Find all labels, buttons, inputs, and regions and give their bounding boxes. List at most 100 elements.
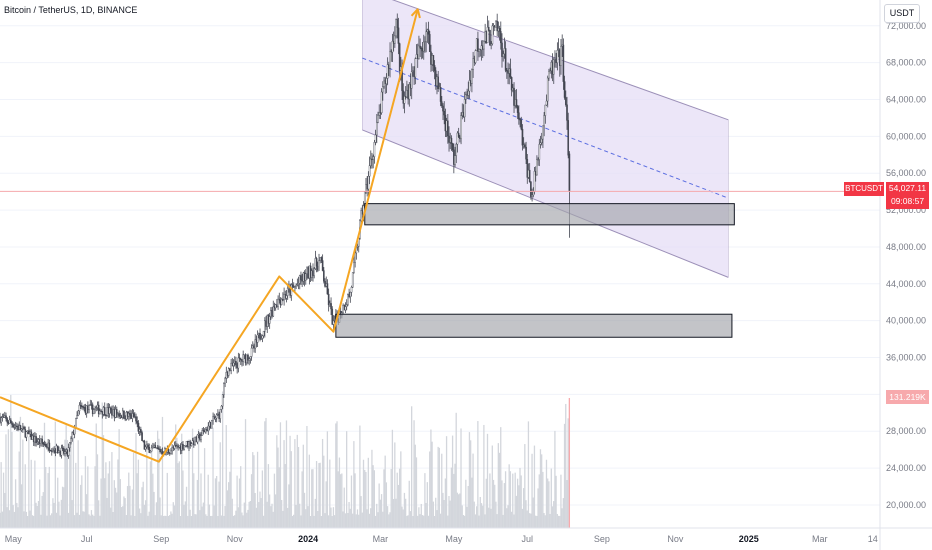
- candle-body: [369, 158, 372, 166]
- currency-button[interactable]: USDT: [884, 4, 920, 23]
- volume-bar: [46, 515, 48, 528]
- volume-bar: [211, 515, 213, 528]
- volume-bar: [256, 451, 259, 528]
- volume-bar: [208, 504, 211, 528]
- volume-bar: [374, 515, 377, 528]
- volume-bar: [179, 515, 182, 528]
- candle-body: [408, 84, 411, 100]
- candle-body: [261, 335, 264, 339]
- volume-bar: [317, 511, 319, 528]
- volume-bar: [443, 499, 445, 528]
- volume-bar: [5, 434, 7, 528]
- volume-bar: [16, 502, 18, 528]
- volume-bar: [321, 438, 324, 528]
- candle-body: [42, 442, 45, 445]
- volume-bar: [480, 503, 483, 528]
- volume-bar: [147, 515, 149, 528]
- volume-bar: [42, 492, 44, 528]
- candle-body: [410, 71, 413, 89]
- volume-bar: [218, 481, 220, 528]
- candle-body: [0, 417, 3, 423]
- candle-body: [219, 409, 222, 419]
- x-tick-label: Nov: [227, 534, 244, 544]
- volume-bar: [417, 515, 419, 528]
- volume-bar: [287, 507, 289, 528]
- volume-bar: [284, 464, 286, 528]
- candle-body: [214, 417, 217, 420]
- x-tick-label: Mar: [812, 534, 828, 544]
- candle-body: [530, 181, 532, 197]
- candle-body: [67, 447, 70, 456]
- volume-bar: [306, 426, 308, 528]
- volume-bar: [107, 473, 109, 528]
- volume-bar: [335, 423, 337, 528]
- y-tick-label: 20,000.00: [886, 500, 926, 510]
- volume-bar: [291, 515, 294, 528]
- volume-bar: [360, 496, 362, 528]
- volume-bar: [51, 513, 53, 528]
- candle-body: [75, 417, 77, 429]
- candle-body: [560, 46, 562, 66]
- volume-bar: [366, 509, 368, 528]
- volume-bar: [143, 504, 146, 528]
- candle-body: [424, 41, 426, 43]
- volume-bar: [158, 438, 160, 528]
- candle-body: [447, 120, 449, 137]
- candle-body: [418, 45, 420, 59]
- volume-bar: [414, 444, 416, 528]
- volume-bar: [55, 512, 58, 528]
- candle-body: [450, 137, 453, 144]
- candle-body: [23, 426, 25, 430]
- candle-body: [88, 405, 90, 410]
- candle-body: [320, 257, 323, 261]
- candle-body: [373, 142, 376, 157]
- volume-bar: [397, 484, 400, 528]
- volume-bar: [307, 506, 309, 528]
- y-axis[interactable]: 20,000.0024,000.0028,000.0032,000.0036,0…: [879, 0, 926, 550]
- volume-bar: [101, 402, 103, 528]
- volume-bar: [130, 515, 132, 528]
- volume-bar: [353, 441, 355, 528]
- candle-body: [280, 299, 283, 305]
- candle-body: [171, 447, 173, 452]
- candle-body: [144, 446, 147, 450]
- volume-bar: [519, 467, 521, 528]
- volume-bar: [502, 514, 504, 528]
- volume-bar: [364, 469, 366, 528]
- volume-bar: [253, 455, 255, 528]
- volume-bar: [214, 478, 217, 528]
- x-axis[interactable]: May Jul Sep Nov 2024 Mar May Jul Sep Nov 2025 Mar 14: [0, 527, 932, 544]
- volume-bar: [161, 416, 164, 528]
- candle-body: [167, 449, 170, 453]
- candle-body: [159, 449, 161, 452]
- volume-bar: [116, 492, 118, 528]
- volume-bar: [545, 459, 548, 528]
- candle-body: [154, 445, 157, 449]
- candle-body: [82, 406, 84, 408]
- volume-bar: [391, 429, 394, 528]
- volume-bar: [153, 491, 155, 528]
- volume-bar: [171, 513, 173, 528]
- volume-bar: [503, 483, 506, 528]
- x-tick-label: 2025: [739, 534, 759, 544]
- candle-body: [141, 432, 143, 441]
- candle-body: [496, 20, 498, 32]
- volume-bar: [163, 515, 165, 528]
- symbol-title[interactable]: Bitcoin / TetherUS, 1D, BINANCE: [4, 5, 138, 15]
- volume-bar: [407, 515, 409, 528]
- volume-bar: [559, 515, 561, 528]
- candle-body: [220, 405, 223, 410]
- volume-bar: [342, 511, 344, 528]
- candles: [0, 13, 571, 459]
- volume-bar: [258, 502, 260, 528]
- candle-body: [296, 284, 299, 286]
- volume-bar: [154, 515, 156, 528]
- candle-body: [345, 304, 348, 307]
- volume-bar: [498, 452, 501, 528]
- volume-bar: [415, 457, 418, 528]
- volume-bar: [356, 509, 359, 528]
- volume-bar: [320, 515, 323, 528]
- candle-body: [432, 55, 435, 66]
- volume-bar: [135, 432, 137, 528]
